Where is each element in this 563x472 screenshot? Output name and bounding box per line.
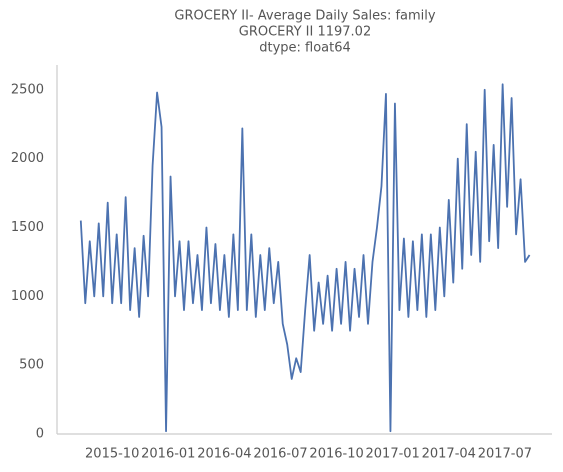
- x-tick-label: 2016-10: [309, 447, 363, 462]
- x-tick-label: 2016-01: [141, 447, 195, 462]
- x-tick-label: 2015-10: [85, 447, 139, 462]
- x-tick-label: 2017-01: [366, 447, 420, 462]
- y-tick-label: 500: [19, 358, 44, 373]
- chart-subtitle: GROCERY II 1197.02: [239, 25, 371, 40]
- x-tick-label: 2016-07: [253, 447, 307, 462]
- y-tick-label: 2000: [11, 151, 44, 166]
- x-tick-label: 2016-04: [197, 447, 251, 462]
- line: [79, 83, 531, 433]
- y-tick-label: 1000: [11, 289, 44, 304]
- y-tick-label: 0: [36, 427, 44, 442]
- y-tick-label: 2500: [11, 82, 44, 97]
- chart-title: GROCERY II- Average Daily Sales: family: [174, 9, 435, 24]
- chart-annotation: dtype: float64: [259, 41, 351, 56]
- y-tick-label: 1500: [11, 220, 44, 235]
- x-tick-label: 2017-07: [478, 447, 532, 462]
- x-tick-label: 2017-04: [422, 447, 476, 462]
